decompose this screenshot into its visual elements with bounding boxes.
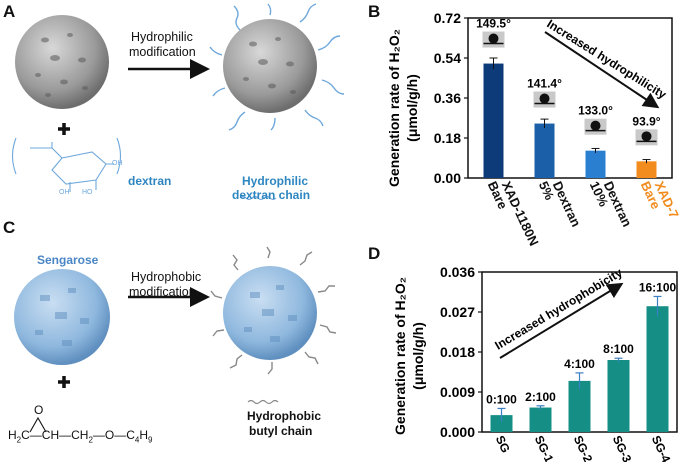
x-tick-label-b: 5% <box>536 179 558 203</box>
bar-d <box>529 407 552 432</box>
panel-letter-c: C <box>3 218 16 237</box>
arrow-c-label-2: modification <box>129 285 196 299</box>
bar-b <box>483 63 504 178</box>
y-tick-label-d: 0.000 <box>440 424 475 440</box>
y-tick-label-b: 0.18 <box>434 130 461 146</box>
contact-angle-b: 149.5° <box>476 17 511 31</box>
bar-b <box>636 161 657 178</box>
oh-label: OH <box>59 189 70 196</box>
modified-sphere-icon <box>223 19 317 113</box>
y-tick-label-d: 0.009 <box>440 384 475 400</box>
droplet-icon-b <box>539 93 550 104</box>
droplet-icon-b <box>641 131 652 142</box>
y-axis-unit-b: (μmol/g/h) <box>404 74 420 142</box>
arrow-a-label-2: modification <box>129 45 196 59</box>
butyl-glycidyl-formula: H2C—CH—CH2—O—C4H9 <box>8 428 153 445</box>
ratio-label-d: 2:100 <box>525 390 556 404</box>
x-tick-label-d: SG-2 <box>571 433 596 462</box>
chain-a-label-1: Hydrophilic <box>242 174 309 188</box>
panel-letter-d: D <box>368 244 381 263</box>
x-tick-label-d: SG <box>493 433 513 455</box>
y-tick-label-d: 0.018 <box>440 344 475 360</box>
contact-angle-b: 141.4° <box>527 77 562 91</box>
y-axis-label-b: Generation rate of H₂O₂ <box>386 29 402 187</box>
dextran-label: dextran <box>128 174 172 188</box>
trend-arrow-d <box>499 282 624 359</box>
bar-d <box>646 306 669 432</box>
y-axis-unit-d: (μmol/g/h) <box>410 322 426 390</box>
annotation-d: Increased hydrophobicity <box>492 265 625 352</box>
bar-d <box>490 415 513 432</box>
ratio-label-d: 16:100 <box>639 280 677 294</box>
x-tick-label-d: SG-3 <box>610 433 635 462</box>
droplet-icon-b <box>590 120 601 131</box>
arrow-c-label-1: Hydrophobic <box>131 270 202 284</box>
y-tick-label-b: 0.36 <box>434 90 461 106</box>
droplet-icon-b <box>488 33 499 44</box>
bar-d <box>607 360 630 432</box>
y-tick-label-d: 0.027 <box>440 304 475 320</box>
bar-d <box>568 380 591 432</box>
oh-label-2: OH <box>112 160 123 167</box>
y-tick-label-b: 0.72 <box>434 10 461 26</box>
chain-a-label-2: dextran chain <box>232 188 311 202</box>
porous-sphere-icon <box>15 15 109 109</box>
x-tick-label-d: SG-4 <box>649 433 674 462</box>
dextran-chains <box>209 3 345 131</box>
y-tick-label-b: 0.00 <box>434 170 461 186</box>
x-tick-label-d: SG-1 <box>532 433 557 462</box>
bar-b <box>534 123 555 178</box>
dextran-structure <box>11 137 122 192</box>
epoxide-ring <box>29 416 47 433</box>
epoxide-o: O <box>34 403 44 417</box>
ratio-label-d: 4:100 <box>564 357 595 371</box>
contact-angle-b: 133.0° <box>578 104 613 118</box>
panel-letter-b: B <box>368 2 381 21</box>
ratio-label-d: 0:100 <box>486 392 517 406</box>
butyl-chains <box>210 246 337 375</box>
chain-c-label-2: butyl chain <box>249 424 313 438</box>
ratio-label-d: 8:100 <box>603 342 634 356</box>
panel-letter-a: A <box>3 2 16 21</box>
ho-label: HO <box>82 189 93 196</box>
y-tick-label-b: 0.54 <box>434 50 461 66</box>
contact-angle-b: 93.9° <box>632 114 660 128</box>
trend-arrow-b <box>544 31 660 109</box>
bar-b <box>585 150 606 178</box>
y-tick-label-d: 0.036 <box>440 264 475 280</box>
chain-c-label-1: Hydrophobic <box>247 409 321 423</box>
y-axis-label-d: Generation rate of H₂O₂ <box>392 277 408 435</box>
sengarose-label: Sengarose <box>37 253 99 267</box>
arrow-a-label-1: Hydrophilic <box>131 30 193 44</box>
